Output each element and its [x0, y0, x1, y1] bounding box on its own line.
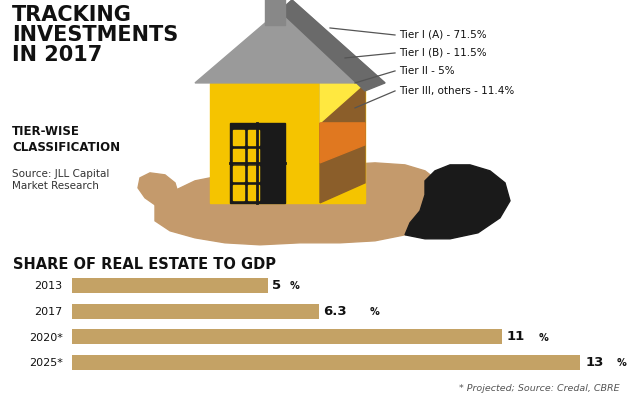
Polygon shape — [280, 0, 385, 91]
Text: Tier II - 5%: Tier II - 5% — [399, 66, 455, 76]
Text: 13: 13 — [585, 356, 604, 369]
Bar — [230, 123, 285, 203]
Bar — [233, 166, 244, 181]
Bar — [72, 278, 268, 293]
Bar — [248, 130, 259, 145]
Bar — [72, 304, 318, 318]
Text: TIER-WISE
CLASSIFICATION: TIER-WISE CLASSIFICATION — [12, 125, 120, 154]
Text: Tier I (A) - 71.5%: Tier I (A) - 71.5% — [399, 30, 487, 40]
Bar — [233, 185, 244, 200]
Bar — [248, 149, 259, 164]
Bar — [233, 149, 244, 164]
Bar — [72, 329, 503, 344]
Text: %: % — [289, 281, 299, 292]
Polygon shape — [405, 165, 510, 239]
Polygon shape — [195, 0, 385, 83]
Text: Source: JLL Capital
Market Research: Source: JLL Capital Market Research — [12, 169, 109, 191]
Text: %: % — [370, 307, 379, 317]
Text: Tier I (B) - 11.5%: Tier I (B) - 11.5% — [399, 48, 487, 58]
Text: 6.3: 6.3 — [323, 305, 347, 318]
Text: * Projected; Source: Credal, CBRE: * Projected; Source: Credal, CBRE — [459, 384, 620, 393]
Text: %: % — [538, 333, 548, 343]
Bar — [248, 166, 259, 181]
Polygon shape — [155, 163, 442, 245]
Bar — [265, 0, 285, 25]
Polygon shape — [320, 83, 365, 123]
Text: %: % — [617, 358, 626, 369]
Text: SHARE OF REAL ESTATE TO GDP: SHARE OF REAL ESTATE TO GDP — [13, 257, 276, 272]
Bar — [72, 355, 581, 370]
Bar — [248, 185, 259, 200]
Polygon shape — [320, 123, 365, 163]
Text: TRACKING
INVESTMENTS
IN 2017: TRACKING INVESTMENTS IN 2017 — [12, 5, 178, 65]
Bar — [233, 130, 244, 145]
Text: 11: 11 — [507, 330, 525, 343]
Bar — [210, 83, 365, 203]
Polygon shape — [138, 173, 178, 208]
Text: 5: 5 — [272, 279, 282, 292]
Polygon shape — [320, 83, 365, 203]
Text: Tier III, others - 11.4%: Tier III, others - 11.4% — [399, 86, 515, 96]
